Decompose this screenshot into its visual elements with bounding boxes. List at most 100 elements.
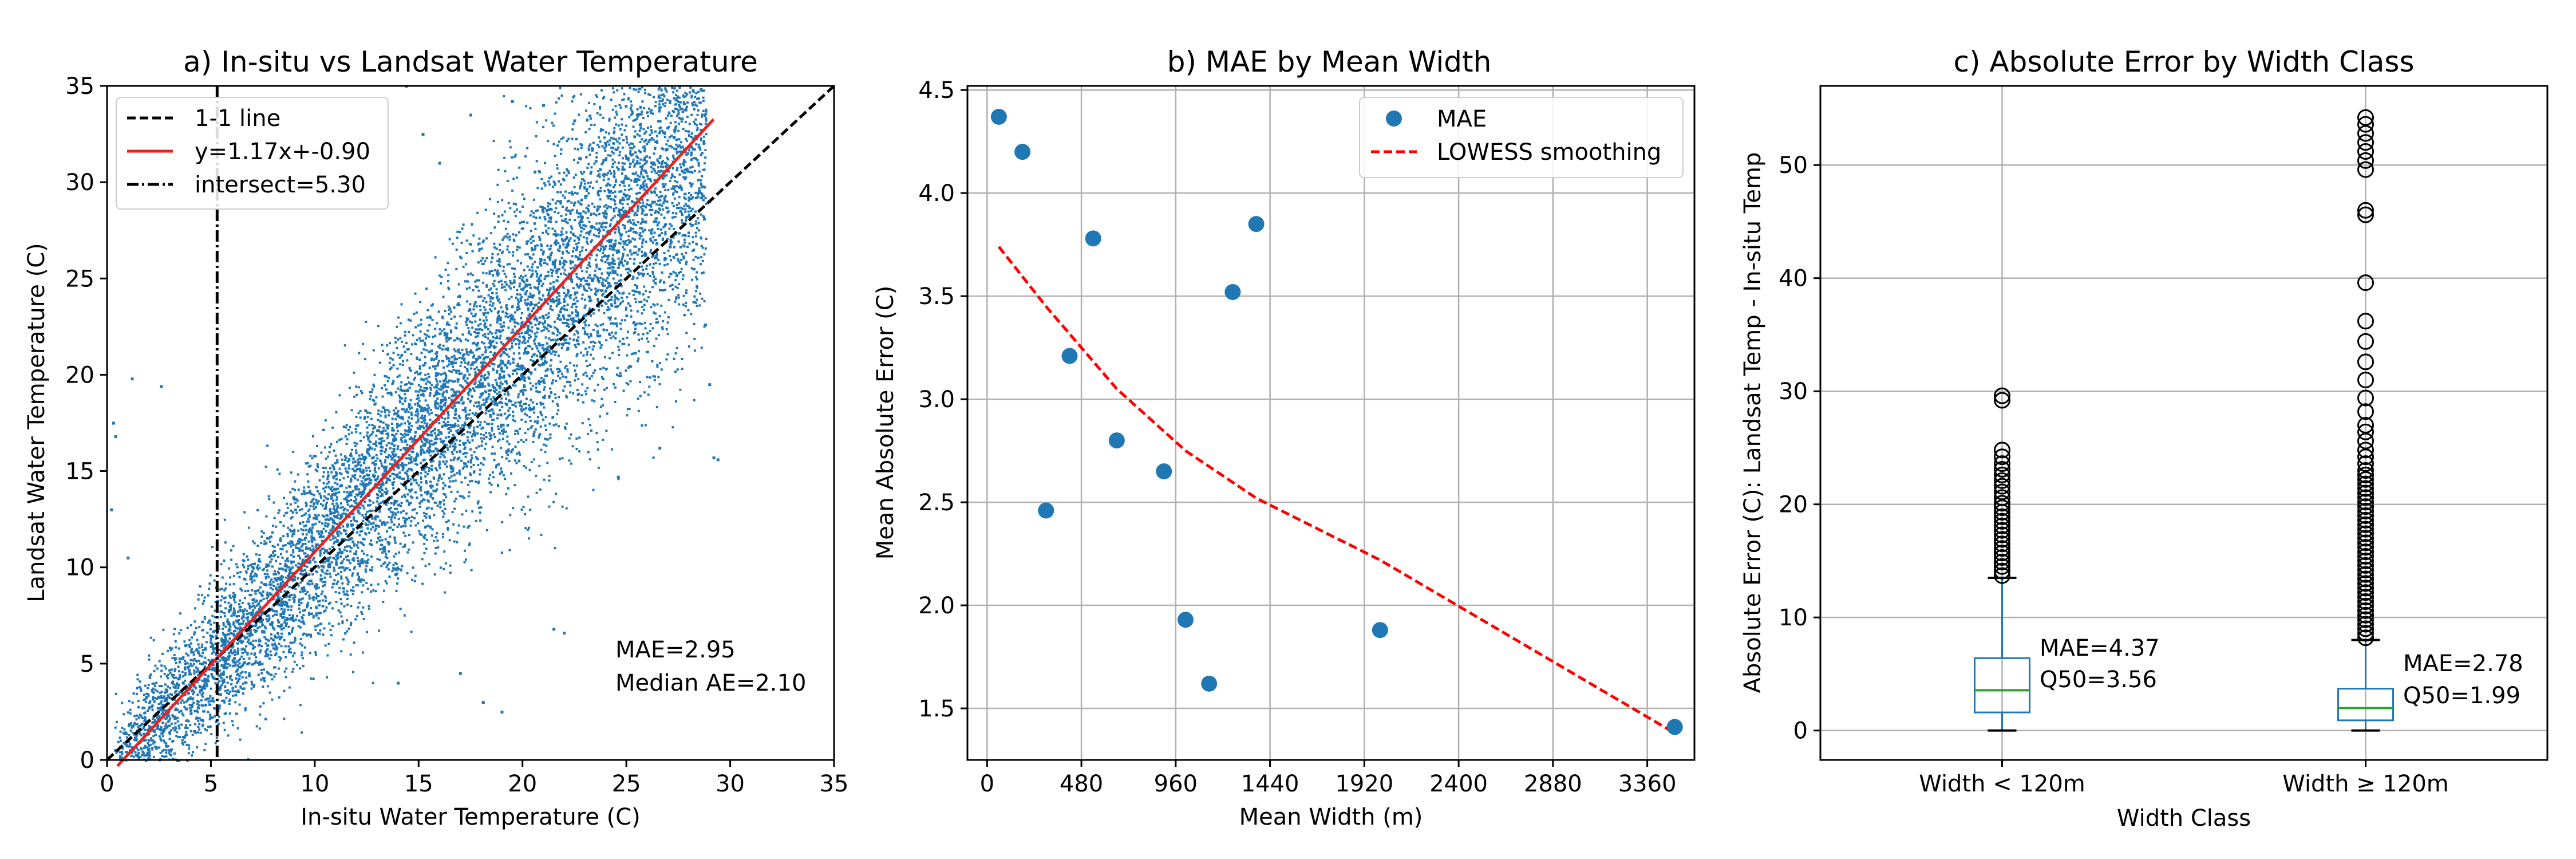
panel-c-x-ticks: Width < 120m Width ≥ 120m	[1919, 760, 2449, 797]
x-tick-label-0: Width < 120m	[1919, 771, 2085, 797]
box-1-outlier-17	[1994, 489, 2010, 506]
y-tick-label-2.5: 2.5	[918, 490, 955, 516]
panel-b-grid	[967, 86, 1694, 760]
legend-label-intersect: intersect=5.30	[195, 172, 366, 198]
box-1-iqr	[1974, 657, 2030, 714]
box-2-outlier-44	[2357, 403, 2374, 420]
box-2-outlier-8	[2357, 593, 2374, 610]
scatter-point-11	[542, 104, 545, 107]
x-tick-label-15: 15	[404, 771, 433, 797]
scatter-point-2	[131, 377, 134, 381]
box-2-outlier-0	[2357, 629, 2374, 647]
box-2-outlier-54	[2357, 152, 2374, 169]
panel-a-title: a) In-situ vs Landsat Water Temperature	[183, 45, 758, 78]
box-2-outlier-36	[2357, 466, 2374, 483]
y-tick-label-15: 15	[65, 459, 94, 485]
scatter-point-26	[397, 681, 400, 685]
box-2-outlier-34	[2357, 475, 2374, 492]
box-1-outlier-4	[1994, 549, 2010, 566]
scatter-point-22	[552, 628, 556, 631]
box-1-outlier-15	[1994, 499, 2010, 517]
box-1-outlier-22	[1994, 460, 2010, 478]
box2-annotation-mae: MAE=2.78	[2403, 651, 2523, 677]
x-tick-label-30: 30	[716, 771, 745, 797]
box-2-outlier-5	[2357, 606, 2374, 624]
panel-c: c) Absolute Error by Width Class 0 10 20 30…	[1740, 45, 2549, 832]
mae-point-11	[1372, 622, 1388, 639]
mae-point-12	[1666, 719, 1683, 735]
box-1-outlier-0	[1994, 567, 2010, 584]
y-tick-label-5: 5	[80, 651, 94, 677]
x-tick-label-25: 25	[612, 771, 641, 797]
box-1-outlier-8	[1994, 531, 2010, 548]
y-tick-label-50: 50	[1779, 152, 1808, 179]
panel-a-x-ticks: 0 5 10 15 20 25 30 35	[100, 760, 848, 797]
scatter-point-12	[573, 119, 576, 123]
x-tick-label-10: 10	[300, 771, 329, 797]
panel-c-x-axis-label: Width Class	[2117, 805, 2251, 832]
scatter-point-4	[110, 508, 113, 511]
y-tick-label-20: 20	[1779, 492, 1808, 518]
box-2-iqr	[2337, 688, 2394, 722]
panel-b-lowess-line	[997, 246, 1676, 735]
scatter-point-18	[712, 456, 716, 460]
box-2-outlier-29	[2357, 498, 2374, 515]
box-2-outlier-26	[2357, 511, 2374, 529]
box-2-outlier-50	[2357, 274, 2374, 291]
y-tick-label-0: 0	[1793, 718, 1808, 744]
y-tick-label-40: 40	[1779, 266, 1808, 292]
x-tick-label-1: Width ≥ 120m	[2282, 771, 2448, 797]
panel-a-frame	[106, 85, 835, 761]
scatter-point-20	[658, 447, 662, 450]
scatter-point-14	[635, 161, 639, 165]
x-tick-label-3360: 3360	[1618, 771, 1677, 797]
box-2-outlier-11	[2357, 580, 2374, 597]
box-2-outlier-41	[2357, 432, 2374, 450]
panel-b-frame	[966, 85, 1696, 761]
panel-a: a) In-situ vs Landsat Water Temperature …	[23, 45, 848, 830]
box-2-outlier-14	[2357, 566, 2374, 583]
y-tick-label-30: 30	[65, 170, 94, 196]
mae-point-10	[1248, 216, 1265, 233]
y-tick-label-10: 10	[1779, 605, 1808, 631]
legend-label-mae: MAE	[1437, 106, 1487, 132]
box-2-outlier-3	[2357, 616, 2374, 633]
box-2-outlier-23	[2357, 525, 2374, 542]
box-2-outlier-53	[2357, 161, 2374, 178]
y-tick-label-1.5: 1.5	[918, 696, 955, 722]
panel-c-y-ticks: 0 10 20 30 40 50	[1779, 152, 1820, 744]
y-tick-label-25: 25	[65, 266, 94, 292]
box-1-outlier-13	[1994, 508, 2010, 525]
box-2-outlier-12	[2357, 575, 2374, 592]
box-2-outlier-43	[2357, 416, 2374, 434]
box-2-outlier-32	[2357, 484, 2374, 502]
panel-b-x-axis-label: Mean Width (m)	[1239, 804, 1423, 830]
x-tick-label-1920: 1920	[1335, 771, 1393, 797]
box-2-outlier-31	[2357, 489, 2374, 506]
x-tick-label-0: 0	[980, 771, 994, 797]
legend-label-lowess: LOWESS smoothing	[1437, 139, 1661, 166]
panel-b-title: b) MAE by Mean Width	[1167, 45, 1492, 78]
scatter-point-10	[511, 100, 514, 103]
scatter-point-0	[112, 421, 115, 425]
scatter-point-13	[604, 142, 607, 145]
y-tick-label-10: 10	[65, 555, 94, 581]
legend-swatch-mae	[1386, 111, 1402, 127]
box-1-outlier-26	[1994, 392, 2010, 409]
box-2-outlier-7	[2357, 597, 2374, 614]
panel-c-boxes	[1974, 109, 2394, 732]
panel-a-annotation-mae: MAE=2.95	[615, 637, 736, 663]
box-2-outlier-9	[2357, 589, 2374, 606]
y-tick-label-4: 4.0	[918, 180, 955, 207]
panel-b-y-axis-label: Mean Absolute Error (C)	[872, 286, 899, 560]
box-1-outlier-6	[1994, 540, 2010, 557]
box-1-outlier-11	[1994, 517, 2010, 534]
box1-annotation-mae: MAE=4.37	[2040, 635, 2160, 661]
scatter-point-19	[716, 458, 720, 462]
panel-a-annotation-median-ae: Median AE=2.10	[615, 670, 806, 696]
lowess-smoothing-line	[997, 246, 1676, 735]
box-1-outlier-21	[1994, 466, 2010, 483]
mae-point-4	[1085, 230, 1101, 247]
panel-c-frame	[1819, 85, 2549, 761]
y-tick-label-4.5: 4.5	[918, 77, 955, 104]
